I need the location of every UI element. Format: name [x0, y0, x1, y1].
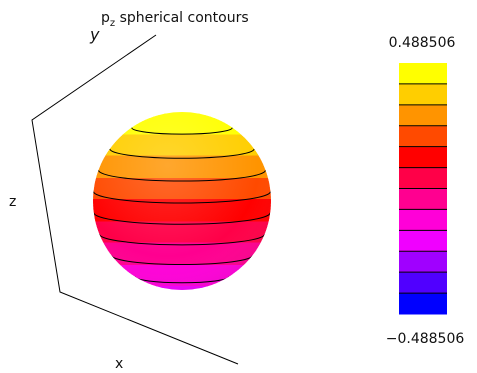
colorbar-band	[399, 83, 447, 106]
chart-title: pz spherical contours	[101, 10, 249, 29]
chart-title-rest: spherical contours	[115, 10, 249, 26]
sphere-contour-line	[98, 233, 266, 246]
box-frame-line	[31, 34, 239, 365]
sphere-contour-line	[98, 170, 266, 182]
colorbar	[399, 63, 447, 315]
colorbar-band	[399, 251, 447, 273]
colorbar-band	[399, 272, 447, 294]
colorbar-band	[399, 209, 447, 231]
chart-title-subscript: z	[110, 18, 115, 29]
sphere-contour-line	[131, 127, 233, 135]
sphere-contour-line	[93, 191, 271, 204]
axis-label-x: x	[115, 356, 123, 372]
colorbar-band	[399, 188, 447, 210]
axis-label-y: y	[89, 25, 100, 44]
sphere-surface	[93, 112, 271, 290]
axis-label-z: z	[9, 194, 16, 210]
chart-title-main: p	[101, 10, 110, 26]
colorbar-max-label: 0.488506	[389, 35, 456, 51]
sphere-contour-line	[134, 276, 230, 284]
colorbar-band	[399, 230, 447, 252]
colorbar-band	[399, 104, 447, 127]
colorbar-min-label: −0.488506	[386, 331, 465, 347]
colorbar-band	[399, 293, 447, 315]
colorbar-band	[399, 167, 447, 189]
colorbar-band	[399, 146, 447, 169]
sphere-contour-line	[111, 255, 253, 266]
colorbar-band	[399, 63, 447, 85]
sphere-contour-line	[109, 148, 255, 159]
colorbar-band	[399, 125, 447, 148]
sphere-contour-line	[93, 212, 271, 225]
sphere-shading	[93, 112, 271, 290]
